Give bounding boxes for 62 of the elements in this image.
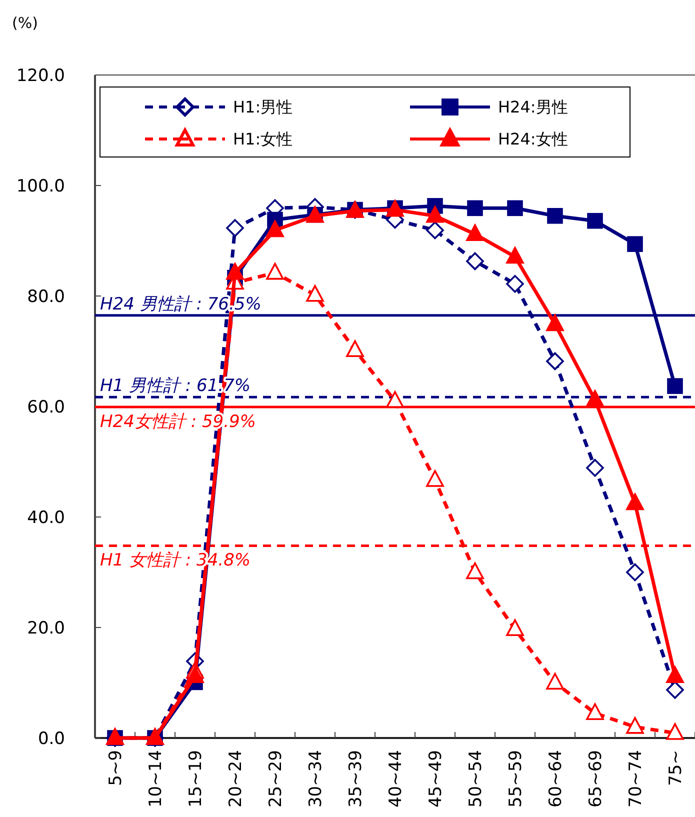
point (266, 262, 284, 280)
point (426, 221, 444, 240)
point (627, 236, 643, 252)
point (266, 220, 284, 238)
legend-label: H1:女性 (233, 130, 293, 149)
point (586, 703, 604, 720)
x-tick-label: 45~49 (426, 750, 446, 808)
point (546, 314, 564, 332)
x-tick-label: 30~34 (306, 750, 326, 808)
point (626, 563, 644, 582)
x-tick-label: 60~64 (546, 750, 566, 808)
legend-label: H24:女性 (498, 130, 568, 149)
y-tick-label: 0.0 (38, 728, 65, 749)
point (466, 252, 484, 270)
point (666, 723, 684, 740)
x-tick-label: 15~19 (186, 750, 206, 808)
x-tick-label: 5~9 (106, 750, 126, 786)
x-tick-label: 10~14 (146, 750, 166, 808)
point (546, 672, 564, 690)
point (226, 262, 244, 280)
point (466, 562, 484, 580)
point (586, 458, 604, 477)
x-tick-label: 25~29 (266, 750, 286, 808)
x-tick-label: 55~59 (506, 750, 526, 808)
y-tick-label: 60.0 (27, 397, 65, 418)
point (306, 284, 324, 302)
point (426, 470, 444, 487)
point (547, 208, 563, 224)
legend-label: H24:男性 (498, 98, 568, 117)
x-tick-label: 50~54 (466, 750, 486, 808)
point (467, 200, 483, 216)
point (667, 378, 683, 394)
point (466, 224, 484, 242)
point (546, 352, 564, 370)
x-tick-label: 20~24 (226, 750, 246, 808)
point (666, 666, 684, 684)
x-tick-label: 75~ (666, 750, 686, 786)
y-tick-label: 20.0 (27, 618, 65, 638)
y-axis-title: (%) (12, 14, 38, 32)
point (586, 390, 604, 407)
point (587, 212, 603, 229)
point (386, 391, 404, 408)
point (506, 274, 524, 293)
point (506, 246, 524, 264)
x-tick-label: 65~69 (586, 750, 606, 808)
legend-label: H1:男性 (233, 98, 293, 117)
point (506, 619, 524, 636)
y-tick-label: 80.0 (27, 286, 65, 307)
y-tick-label: 100.0 (16, 176, 65, 196)
point (186, 666, 204, 684)
point (507, 200, 523, 216)
x-tick-label: 35~39 (346, 750, 366, 808)
x-tick-label: 70~74 (626, 750, 646, 808)
x-tick-label: 40~44 (386, 750, 406, 808)
point (626, 717, 644, 734)
point (226, 219, 244, 237)
point (346, 340, 364, 358)
y-tick-label: 40.0 (27, 508, 65, 528)
y-tick-label: 120.0 (16, 66, 65, 86)
point (626, 493, 644, 510)
point (426, 206, 444, 223)
point (666, 681, 684, 699)
